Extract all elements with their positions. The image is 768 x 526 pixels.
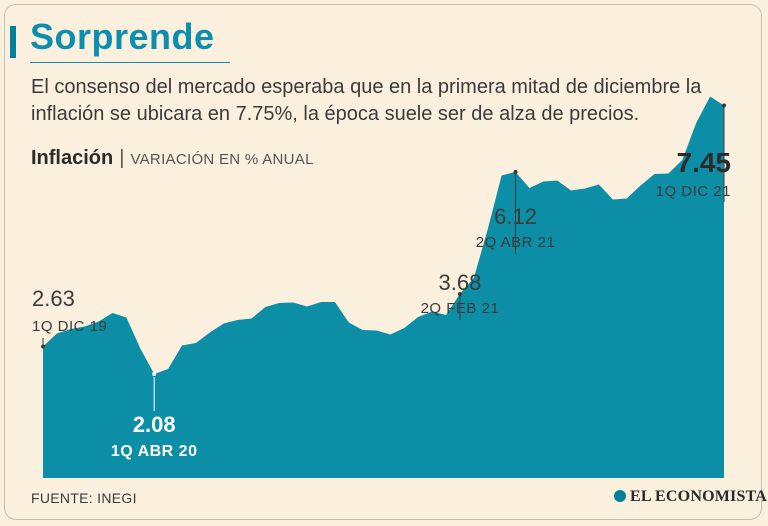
subtitle: El consenso del mercado esperaba que en … xyxy=(31,76,702,125)
annotation-value: 3.68 xyxy=(439,270,482,295)
annotation-value: 2.63 xyxy=(32,286,75,311)
annotation-value: 7.45 xyxy=(677,147,732,178)
annotation-date-label: 1Q DIC 19 xyxy=(32,318,107,335)
source-note: FUENTE: INEGI xyxy=(31,490,137,506)
brand-name: EL ECONOMISTA xyxy=(630,488,767,505)
annotation-value: 2.08 xyxy=(133,412,176,437)
brand-logo: EL ECONOMISTA xyxy=(614,488,767,506)
title-accent-bar xyxy=(10,26,16,58)
chart-header: Inflación | VARIACIÓN EN % ANUAL xyxy=(31,147,314,170)
annotation-point xyxy=(513,170,518,174)
annotation-point xyxy=(41,344,45,349)
chart-header-separator: | xyxy=(119,147,125,169)
brand-icon xyxy=(614,490,626,502)
title-underline xyxy=(30,62,230,63)
annotation-date-label: 2Q FEB 21 xyxy=(421,300,500,317)
page-title: Sorprende xyxy=(30,16,215,57)
annotation-point xyxy=(152,372,157,376)
chart-name: Inflación xyxy=(31,147,114,169)
annotation-date-label: 1Q ABR 20 xyxy=(111,443,198,460)
annotation-point xyxy=(722,103,726,108)
annotation-date-label: 1Q DIC 21 xyxy=(656,183,731,200)
chart-unit-label: VARIACIÓN EN % ANUAL xyxy=(130,151,314,168)
inflation-area xyxy=(43,96,724,478)
annotation-value: 6.12 xyxy=(494,204,537,229)
annotation-date-label: 2Q ABR 21 xyxy=(476,234,556,251)
annotation-point xyxy=(457,292,462,296)
